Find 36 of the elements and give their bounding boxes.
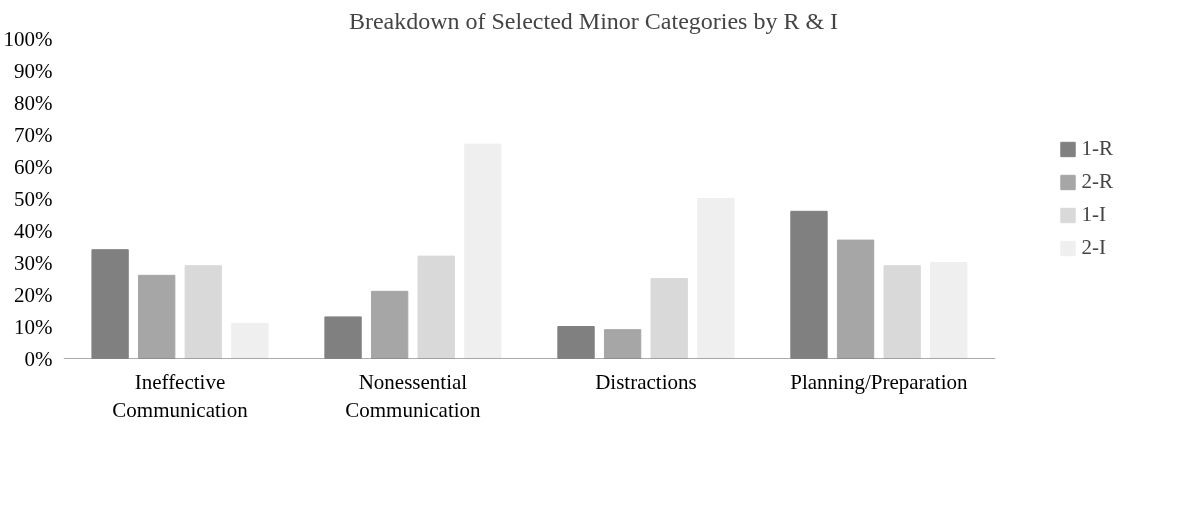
legend-label: 1-R <box>1081 136 1113 161</box>
bar <box>324 316 362 359</box>
y-tick-label: 0% <box>24 346 53 371</box>
bar <box>883 265 921 359</box>
bar <box>790 210 828 359</box>
bar <box>417 255 455 359</box>
legend-label: 2-I <box>1081 235 1106 260</box>
y-tick-label: 10% <box>14 314 53 339</box>
bar <box>231 322 269 359</box>
y-tick-label: 90% <box>14 58 53 83</box>
bar <box>138 274 176 359</box>
y-tick-label: 100% <box>3 26 53 51</box>
legend-label: 1-I <box>1081 202 1106 227</box>
y-tick-label: 60% <box>14 154 53 179</box>
y-tick-label: 70% <box>14 122 53 147</box>
bar <box>91 249 129 359</box>
bar <box>464 143 502 359</box>
bar <box>603 329 642 359</box>
bar <box>650 278 688 359</box>
x-tick-label: Ineffective Communication <box>112 369 249 423</box>
bar <box>836 239 875 359</box>
bar <box>370 290 409 359</box>
y-tick-label: 50% <box>14 186 53 211</box>
bar <box>697 198 735 359</box>
chart-title: Breakdown of Selected Minor Categories by R & I <box>348 7 839 34</box>
x-tick-label: Distractions <box>595 369 697 394</box>
bar <box>184 265 222 359</box>
x-tick-label: Planning/Preparation <box>790 369 969 394</box>
bar <box>557 326 595 359</box>
y-tick-label: 30% <box>14 250 53 275</box>
legend-label: 2-R <box>1081 169 1113 194</box>
y-tick-label: 80% <box>14 90 53 115</box>
x-tick-label: Nonessential Communication <box>345 369 482 423</box>
y-tick-label: 40% <box>14 218 53 243</box>
y-tick-label: 20% <box>14 282 53 307</box>
bar <box>930 262 968 359</box>
